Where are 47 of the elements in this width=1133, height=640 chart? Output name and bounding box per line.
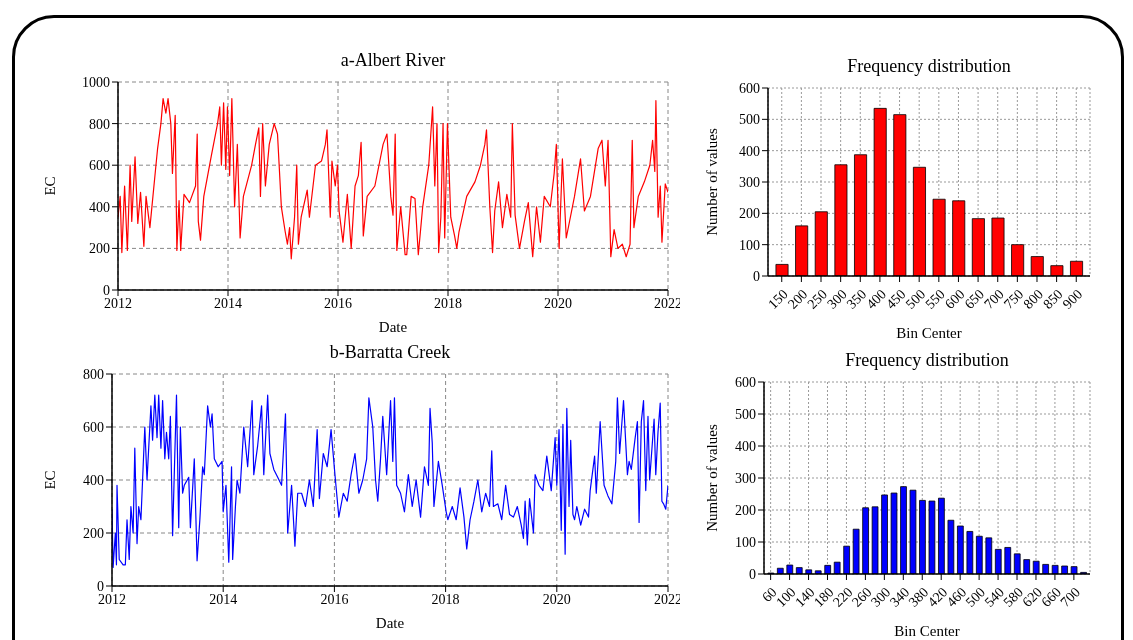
x-tick-label: 2016 bbox=[324, 295, 352, 311]
y-tick-label: 0 bbox=[753, 268, 760, 284]
chart-title: Frequency distribution bbox=[844, 350, 1010, 372]
y-tick-label: 600 bbox=[739, 80, 760, 96]
y-tick-label: 400 bbox=[83, 472, 104, 488]
y-tick-label: 200 bbox=[89, 241, 110, 257]
y-axis-title: Number of values bbox=[704, 424, 721, 532]
x-axis-title: Bin Center bbox=[894, 623, 960, 639]
x-tick-label: 2018 bbox=[434, 295, 462, 311]
y-tick-label: 500 bbox=[735, 406, 756, 422]
y-tick-label: 0 bbox=[103, 282, 110, 298]
y-tick-label: 800 bbox=[89, 116, 110, 132]
y-axis-title: Number of values bbox=[704, 128, 721, 236]
x-tick-label: 2020 bbox=[544, 295, 572, 311]
x-tick-label: 2018 bbox=[431, 591, 460, 607]
y-tick-label: 200 bbox=[83, 525, 104, 541]
x-tick-label: 2016 bbox=[320, 591, 349, 607]
y-tick-label: 0 bbox=[749, 566, 756, 582]
x-tick-label: 2012 bbox=[104, 295, 132, 311]
x-tick-label: 2014 bbox=[209, 591, 238, 607]
y-tick-label: 600 bbox=[83, 419, 104, 435]
y-axis-title: EC bbox=[42, 470, 59, 490]
y-tick-label: 200 bbox=[739, 206, 760, 222]
y-tick-label: 200 bbox=[735, 502, 756, 518]
y-axis-title: EC bbox=[42, 176, 59, 196]
y-tick-label: 300 bbox=[735, 470, 756, 486]
y-tick-label: 400 bbox=[89, 199, 110, 215]
x-axis-title: Date bbox=[375, 615, 405, 631]
y-tick-label: 300 bbox=[739, 174, 760, 190]
y-tick-label: 100 bbox=[735, 534, 756, 550]
y-tick-label: 600 bbox=[735, 374, 756, 390]
chart-title: a-Albert River bbox=[339, 50, 447, 72]
x-axis-title: Date bbox=[378, 319, 408, 335]
y-tick-label: 600 bbox=[89, 158, 110, 174]
chart-title: Frequency distribution bbox=[846, 56, 1012, 78]
x-tick-label: 2012 bbox=[98, 591, 126, 607]
chart-title: b-Barratta Creek bbox=[328, 342, 452, 364]
x-tick-label: 2020 bbox=[542, 591, 571, 607]
y-tick-label: 100 bbox=[739, 237, 760, 253]
x-tick-label: 2014 bbox=[214, 295, 242, 311]
y-tick-label: 0 bbox=[97, 578, 104, 594]
y-tick-label: 1000 bbox=[82, 74, 110, 90]
y-tick-label: 800 bbox=[83, 366, 104, 382]
y-tick-label: 400 bbox=[739, 143, 760, 159]
y-tick-label: 500 bbox=[739, 112, 760, 128]
x-axis-title: Bin Center bbox=[896, 325, 962, 341]
y-tick-label: 400 bbox=[735, 438, 756, 454]
